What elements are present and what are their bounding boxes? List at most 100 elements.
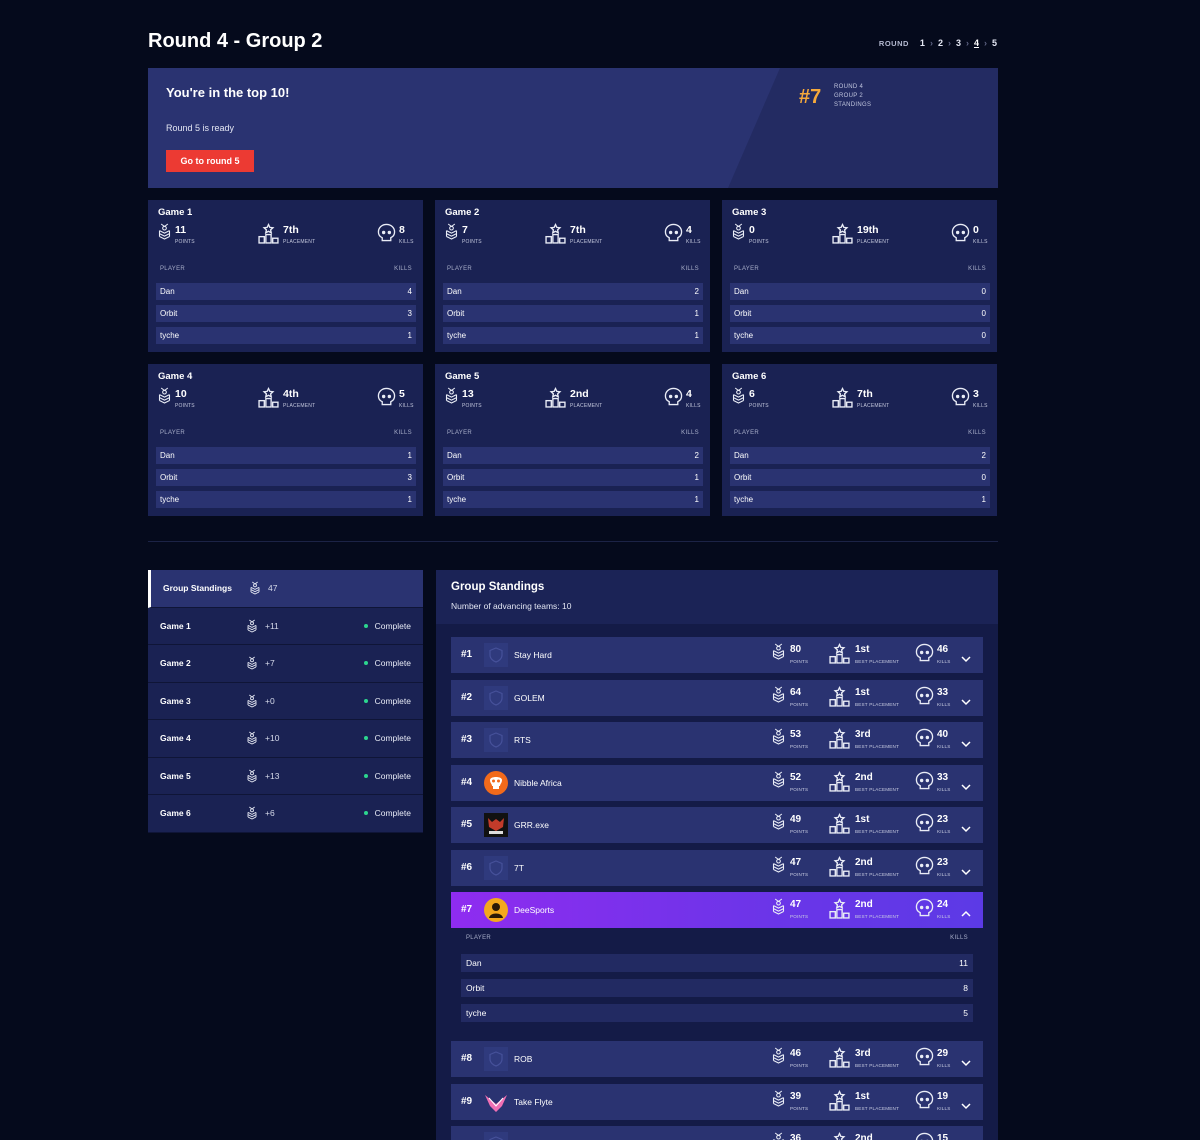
shield-placeholder-icon [484,728,508,752]
shield-placeholder-icon [484,1047,508,1071]
game-title: Game 2 [445,207,480,218]
chevron-right-icon: › [929,38,933,48]
player-row: Dan 2 [443,283,703,300]
placement-stat: 7th PLACEMENT [545,222,625,248]
status-dot [363,623,368,628]
chevron-down-icon[interactable] [961,820,971,838]
side-item-game[interactable]: Game 1 +11 Complete [148,607,423,645]
rank-caption: ROUND 4 GROUP 2 STANDINGS [834,83,871,110]
chevron-down-icon[interactable] [961,735,971,753]
team-row[interactable]: #1 Stay Hard 80 POINTS 1st BEST PLACEMEN… [451,637,983,673]
go-to-round-button[interactable]: Go to round 5 [166,150,254,172]
player-table: PLAYER KILLS Dan 4 Orbit 3 tyche 1 [156,266,416,344]
shield-placeholder-icon [484,686,508,710]
best-placement-value: 2nd [855,772,873,783]
side-item-game[interactable]: Game 4 +10 Complete [148,720,423,758]
player-name: Dan [734,451,749,460]
game-card: Game 1 11 POINTS 7th PLACEMENT 8 KILLS P… [148,200,423,352]
side-item-label: Game 5 [160,770,191,781]
points-stat: 36 POINTS [771,1131,831,1140]
team-rank: #2 [461,692,473,703]
side-item-game[interactable]: Game 5 +13 Complete [148,757,423,795]
best-placement-stat: 1st BEST PLACEMENT [829,685,909,711]
placement-value: 2nd [570,388,589,400]
game-title: Game 3 [732,207,767,218]
best-placement-value: 2nd [855,899,873,910]
side-item-game[interactable]: Game 3 +0 Complete [148,682,423,720]
player-name: tyche [447,495,467,504]
best-placement-label: BEST PLACEMENT [855,787,900,792]
medal-icon [246,694,258,710]
team-row[interactable]: #4 Nibble Africa 52 POINTS 2nd BEST PLAC… [451,765,983,801]
kills-value: 29 [937,1048,949,1059]
round-link-4[interactable]: 4 [973,38,979,48]
rank-number: #7 [799,86,822,108]
game-card: Game 3 0 POINTS 19th PLACEMENT 0 KILLS P… [722,200,997,352]
placement-value: 4th [283,388,299,400]
round-link-5[interactable]: 5 [991,38,997,48]
points-label: POINTS [175,239,195,245]
team-row[interactable]: #5 GRR.exe 49 POINTS 1st BEST PLACEMENT … [451,807,983,843]
player-kills: 1 [694,331,699,340]
chevron-up-icon[interactable] [961,905,971,923]
status-text: Complete [374,808,411,819]
player-kills: 0 [981,473,986,482]
medal-icon [246,769,258,785]
kills-label: KILLS [937,702,951,707]
round-link-3[interactable]: 3 [955,38,961,48]
medal-icon [246,806,258,822]
team-row-highlighted[interactable]: #7 DeeSports 47 POINTS 2nd BEST PLACEMEN… [451,892,983,928]
kills-value: 33 [937,687,949,698]
player-table-header: PLAYER KILLS [156,266,416,278]
player-kills: 3 [407,473,412,482]
team-row[interactable]: 36 POINTS 2nd BEST PLACEMENT 15 KILLS [451,1126,983,1140]
page-title: Round 4 - Group 2 [148,30,323,52]
kills-stat: 23 KILLS [915,855,960,881]
status-text: Complete [374,620,411,631]
chevron-down-icon[interactable] [961,1054,971,1072]
points-stat: 53 POINTS [771,727,831,753]
player-column-header: PLAYER [734,266,760,272]
chevron-down-icon[interactable] [961,650,971,668]
points-value: 0 [749,224,755,236]
chevron-down-icon[interactable] [961,1097,971,1115]
game-title: Game 5 [445,371,480,382]
kills-value: 46 [937,644,949,655]
placement-stat: 4th PLACEMENT [258,386,338,412]
player-row: tyche 0 [730,327,990,344]
points-stat: 39 POINTS [771,1089,831,1115]
team-rank: #4 [461,777,473,788]
team-name: GRR.exe [514,820,549,830]
player-kills: 2 [981,451,986,460]
side-item-game[interactable]: Game 6 +6 Complete [148,795,423,833]
best-placement-label: BEST PLACEMENT [855,744,900,749]
chevron-down-icon[interactable] [961,778,971,796]
player-column-header: PLAYER [466,935,492,941]
best-placement-label: BEST PLACEMENT [855,829,900,834]
grr-exe-logo [484,813,508,837]
advancing-teams-text: Number of advancing teams: 10 [451,601,572,611]
team-row[interactable]: #9 Take Flyte 39 POINTS 1st BEST PLACEME… [451,1084,983,1120]
kills-value: 24 [937,899,949,910]
team-row[interactable]: #6 7T 47 POINTS 2nd BEST PLACEMENT 23 KI… [451,850,983,886]
kills-label: KILLS [937,829,951,834]
player-row: Orbit 0 [730,305,990,322]
points-value: 52 [790,772,802,783]
kills-label: KILLS [937,744,951,749]
chevron-down-icon[interactable] [961,693,971,711]
round-link-1[interactable]: 1 [919,38,925,48]
side-item-game[interactable]: Game 2 +7 Complete [148,645,423,683]
team-rank: #3 [461,734,473,745]
team-row[interactable]: #3 RTS 53 POINTS 3rd BEST PLACEMENT 40 K… [451,722,983,758]
pink-wings-logo [484,1090,508,1114]
round-link-2[interactable]: 2 [937,38,943,48]
best-placement-label: BEST PLACEMENT [855,659,900,664]
team-row[interactable]: #2 GOLEM 64 POINTS 1st BEST PLACEMENT 33… [451,680,983,716]
game-title: Game 6 [732,371,767,382]
points-label: POINTS [790,744,809,749]
team-row[interactable]: #8 ROB 46 POINTS 3rd BEST PLACEMENT 29 K… [451,1041,983,1077]
kills-value: 4 [686,388,692,400]
best-placement-value: 1st [855,644,870,655]
chevron-down-icon[interactable] [961,863,971,881]
side-item-group-standings[interactable]: Group Standings 47 [148,570,423,608]
